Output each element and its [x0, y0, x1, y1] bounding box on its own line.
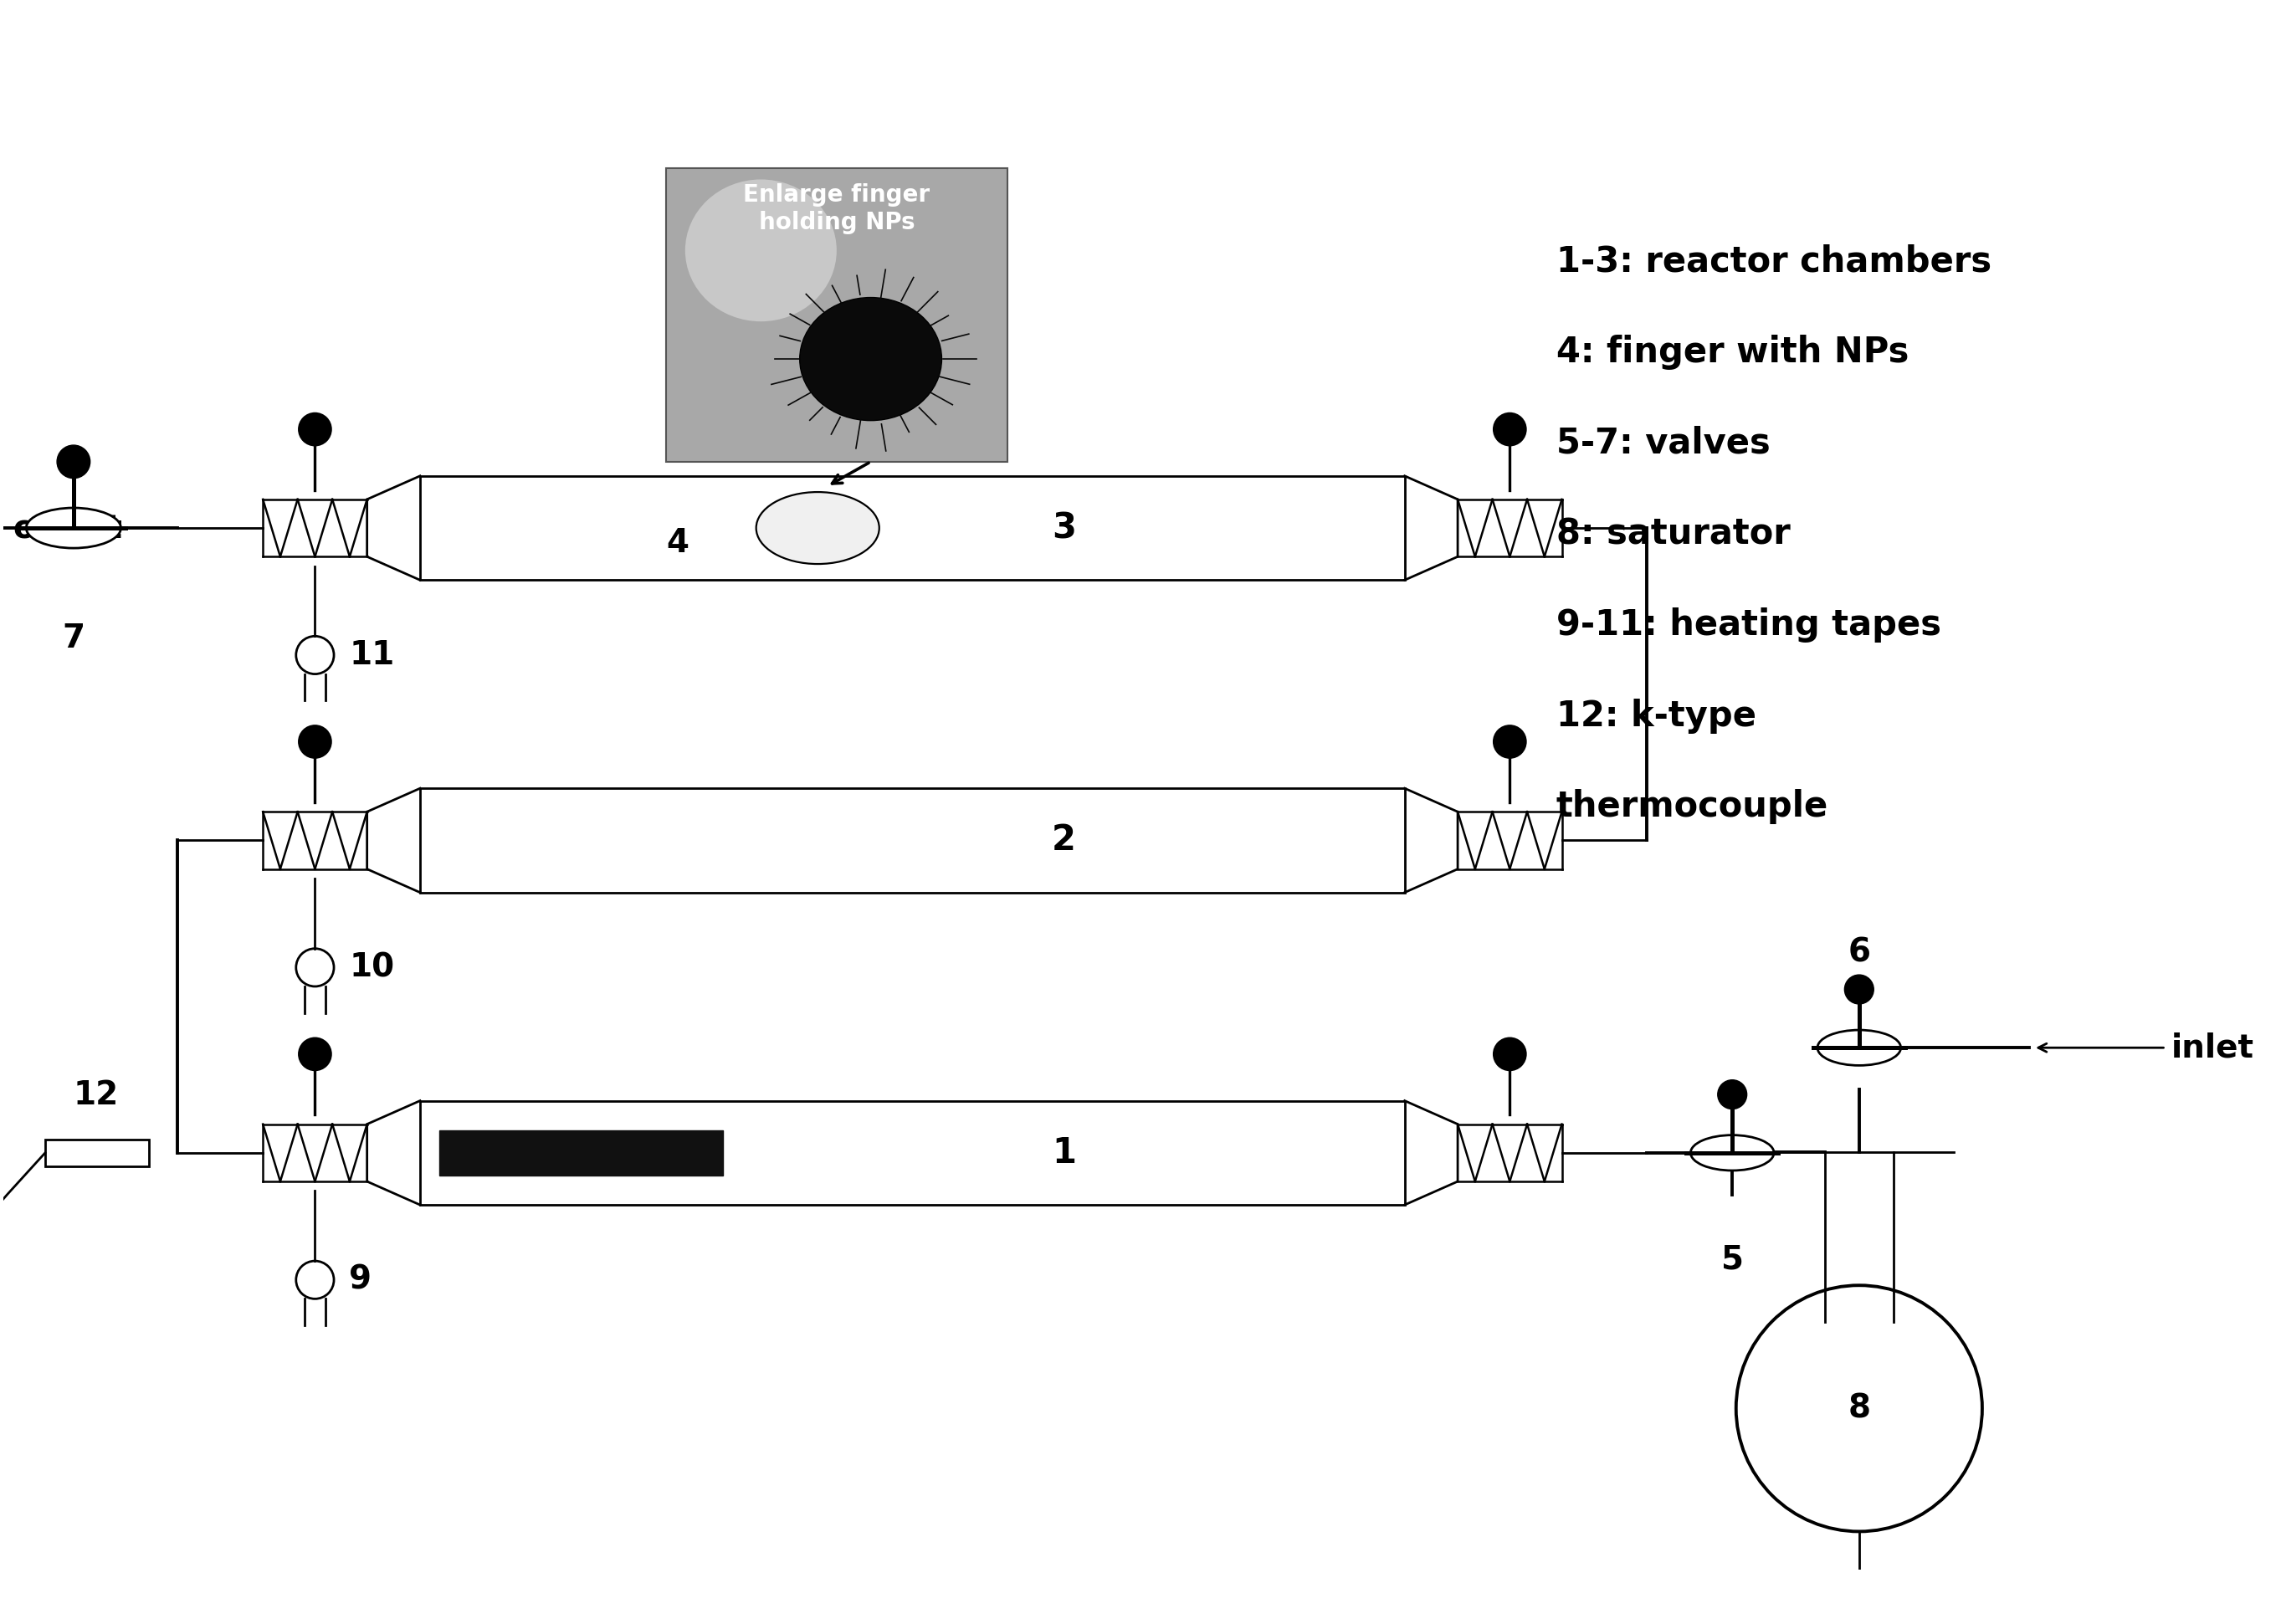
Text: 8: 8 [1848, 1392, 1870, 1424]
Circle shape [299, 724, 333, 758]
Text: 1: 1 [1052, 1135, 1077, 1171]
Text: Enlarge finger
holding NPs: Enlarge finger holding NPs [744, 184, 931, 234]
Ellipse shape [25, 508, 121, 549]
Text: 12: k-type: 12: k-type [1556, 698, 1756, 734]
Ellipse shape [684, 179, 837, 322]
Text: 8: saturator: 8: saturator [1556, 516, 1791, 552]
Text: 4: finger with NPs: 4: finger with NPs [1556, 335, 1909, 370]
Circle shape [57, 445, 91, 479]
Circle shape [299, 1038, 333, 1072]
Text: thermocouple: thermocouple [1556, 789, 1829, 825]
Circle shape [1492, 724, 1526, 758]
Text: 3: 3 [1052, 510, 1077, 546]
Ellipse shape [757, 492, 878, 564]
Text: 4: 4 [666, 528, 689, 559]
Text: inlet: inlet [2172, 1031, 2254, 1064]
Bar [420, 788, 1405, 893]
Bar [666, 169, 1006, 461]
Text: 10: 10 [349, 952, 395, 984]
Text: 12: 12 [73, 1080, 119, 1111]
Bar [420, 476, 1405, 580]
Circle shape [1492, 412, 1526, 447]
Bar [420, 1101, 1405, 1205]
Circle shape [1492, 1038, 1526, 1072]
Ellipse shape [1818, 1030, 1900, 1065]
Text: 5: 5 [1720, 1244, 1743, 1275]
Text: 11: 11 [349, 640, 395, 671]
Text: 9: 9 [349, 1263, 372, 1296]
Text: 7: 7 [62, 622, 84, 654]
Text: 1-3: reactor chambers: 1-3: reactor chambers [1556, 244, 1991, 279]
Text: 2: 2 [1052, 823, 1077, 857]
Bar [438, 1130, 723, 1176]
Circle shape [1718, 1080, 1747, 1109]
Circle shape [299, 412, 333, 447]
Text: 5-7: valves: 5-7: valves [1556, 425, 1770, 461]
Text: outlet: outlet [14, 512, 123, 544]
Circle shape [1845, 974, 1873, 1004]
Text: 9-11: heating tapes: 9-11: heating tapes [1556, 607, 1941, 643]
Ellipse shape [801, 297, 942, 421]
Bar [46, 1140, 148, 1166]
Ellipse shape [1690, 1135, 1775, 1171]
Text: 6: 6 [1848, 937, 1870, 968]
